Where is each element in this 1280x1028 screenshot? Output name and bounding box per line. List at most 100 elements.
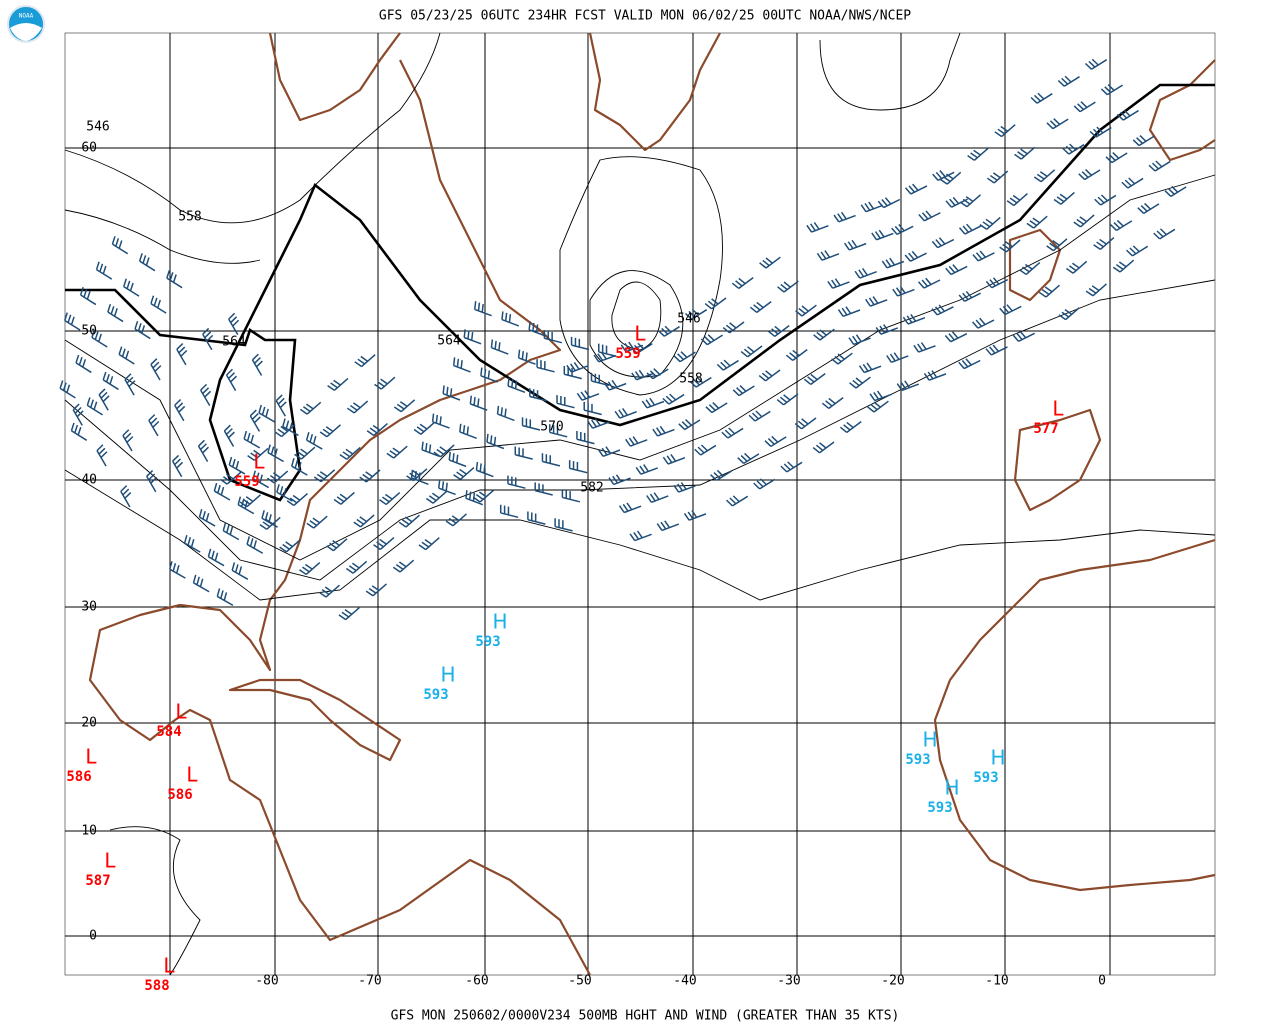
wind-barb <box>635 464 658 475</box>
wind-barb <box>452 357 471 373</box>
contour-label: 582 <box>580 481 603 496</box>
contour-label: 570 <box>540 420 563 435</box>
wind-barb <box>777 280 799 293</box>
wind-barb <box>812 441 835 454</box>
wind-barb <box>107 303 124 323</box>
wind-barb <box>657 325 680 337</box>
wind-barb <box>306 515 328 529</box>
wind-barb <box>904 183 928 195</box>
wind-barb <box>392 559 415 573</box>
wind-barb <box>365 583 387 597</box>
wind-barb <box>945 196 968 208</box>
wind-barb <box>618 502 642 514</box>
wind-barb <box>827 278 850 289</box>
wind-barb <box>96 444 108 467</box>
wind-barb <box>228 312 240 336</box>
wind-barb <box>1058 307 1080 321</box>
coastlines <box>88 32 1216 976</box>
wind-barb <box>1046 118 1069 130</box>
wind-barb <box>442 385 461 401</box>
wind-barb <box>305 431 323 450</box>
wind-barb <box>1137 202 1160 215</box>
center-letter: H <box>922 728 937 752</box>
wind-barb <box>386 445 408 459</box>
wind-barb <box>839 421 862 433</box>
contour-label: 564 <box>222 335 246 350</box>
wind-barb <box>445 513 467 527</box>
wind-barb <box>1100 84 1123 96</box>
wind-barb <box>556 395 575 409</box>
wind-barb <box>346 400 369 414</box>
wind-barb <box>496 405 515 422</box>
wind-barb <box>171 454 184 478</box>
longitude-label: -40 <box>673 974 696 989</box>
wind-barb <box>258 404 276 423</box>
latitude-label: 10 <box>81 824 97 839</box>
wind-barb <box>794 417 817 430</box>
wind-barb <box>95 261 113 280</box>
wind-barb <box>563 365 582 380</box>
wind-barb <box>1093 236 1115 251</box>
wind-barb <box>1084 58 1108 70</box>
wind-barb <box>366 423 388 437</box>
wind-barb <box>521 417 541 431</box>
wind-barb <box>722 321 745 334</box>
wind-barb <box>507 475 526 489</box>
wind-barb <box>999 239 1021 253</box>
wind-barb <box>831 352 853 365</box>
wind-barb <box>869 390 892 402</box>
wind-barb <box>216 588 234 606</box>
wind-barb <box>517 349 536 365</box>
wind-barb <box>918 210 941 222</box>
wind-barb <box>326 538 348 552</box>
wind-barb <box>251 353 263 376</box>
center-value: 593 <box>905 752 930 768</box>
wind-barb <box>570 336 590 351</box>
wind-barb <box>124 373 136 396</box>
wind-barb <box>806 222 829 233</box>
wind-barb <box>353 514 375 528</box>
wind-barb <box>393 399 416 413</box>
graticule <box>64 32 1216 976</box>
wind-barb <box>999 304 1022 316</box>
wind-barb <box>166 270 183 289</box>
wind-barb <box>1116 109 1139 121</box>
wind-barb <box>472 489 495 503</box>
wind-barb <box>603 379 627 391</box>
wind-barb <box>398 514 421 528</box>
center-value: 587 <box>85 873 110 889</box>
wind-barb <box>931 237 955 249</box>
footer-caption: GFS MON 250602/0000V234 500MB HGHT AND W… <box>391 1009 900 1024</box>
wind-barb <box>958 290 981 302</box>
wind-barb <box>431 413 450 429</box>
longitude-label: -10 <box>985 974 1008 989</box>
wind-barb <box>646 368 669 380</box>
wind-barb <box>318 584 341 598</box>
wind-barb <box>1110 219 1133 232</box>
wind-barb <box>219 471 242 485</box>
wind-barb <box>225 368 238 391</box>
wind-barb <box>662 453 686 465</box>
wind-barb <box>979 216 1001 230</box>
wind-barb <box>228 456 246 475</box>
wind-barb <box>183 535 201 553</box>
wind-barb <box>507 377 526 394</box>
wind-barb <box>514 446 533 460</box>
wind-barb <box>913 342 936 353</box>
wind-barb <box>758 369 781 382</box>
wind-barb <box>923 370 947 381</box>
wind-barb <box>486 433 505 450</box>
wind-barb <box>75 354 92 374</box>
wind-barb <box>72 403 84 426</box>
wind-barb <box>614 408 637 419</box>
wind-barb <box>294 446 316 460</box>
contour-label: 564 <box>437 334 461 349</box>
wind-barb <box>662 393 685 405</box>
wind-barb <box>694 444 717 456</box>
wind-barb <box>683 510 707 521</box>
latitude-label: 0 <box>89 929 97 944</box>
wind-barb <box>631 369 654 381</box>
wind-barb <box>1053 191 1075 205</box>
wind-barb <box>597 446 621 458</box>
wind-barb <box>813 328 835 341</box>
